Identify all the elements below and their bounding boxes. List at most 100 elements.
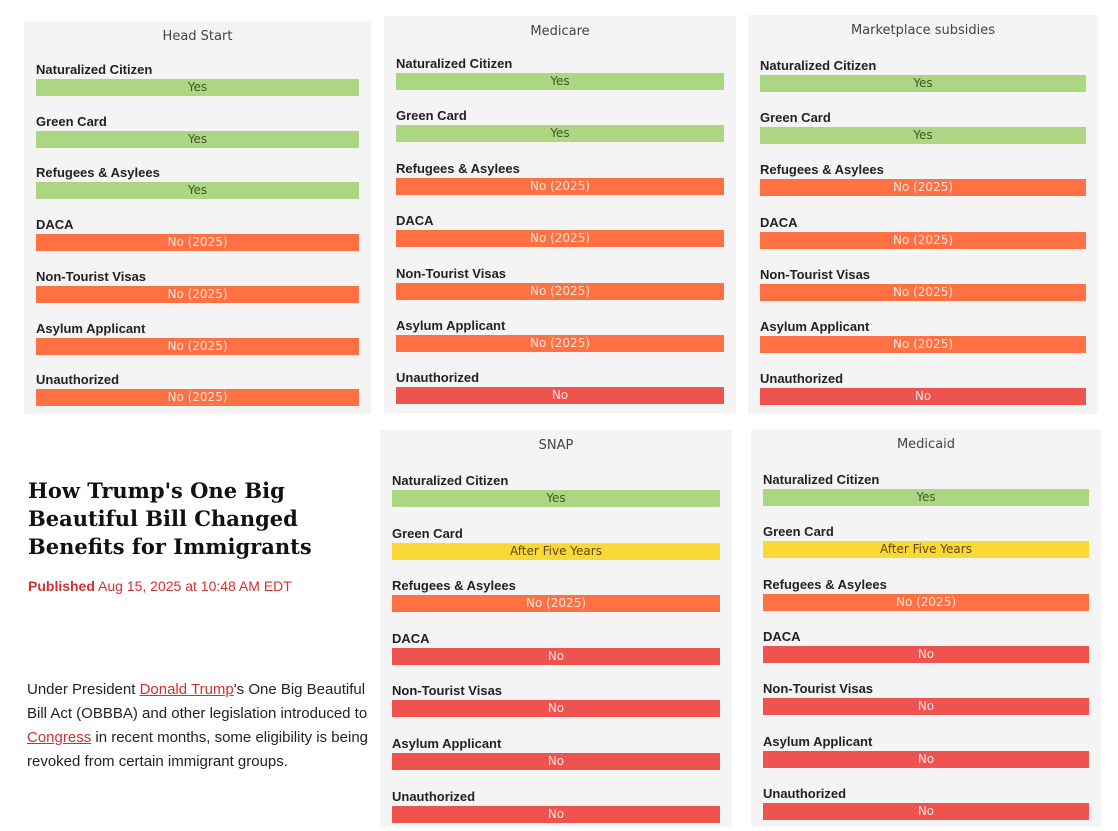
eligibility-row: DACA No (2025)	[396, 213, 724, 248]
eligibility-row: Non-Tourist Visas No (2025)	[36, 269, 359, 303]
eligibility-group-label: Refugees & Asylees	[763, 576, 887, 592]
eligibility-group-label: Unauthorized	[392, 788, 476, 804]
eligibility-row: Non-Tourist Visas No	[392, 683, 720, 718]
eligibility-status-bar: Yes	[763, 489, 1089, 506]
eligibility-row: Naturalized Citizen Yes	[392, 473, 720, 507]
eligibility-status-bar: No (2025)	[396, 282, 724, 300]
eligibility-row: Green Card Yes	[760, 110, 1086, 145]
eligibility-row: Non-Tourist Visas No (2025)	[396, 266, 724, 300]
eligibility-group-label: Naturalized Citizen	[760, 58, 877, 73]
panel-title: Marketplace subsidies	[850, 23, 996, 38]
eligibility-row: Green Card After Five Years	[392, 526, 720, 560]
eligibility-row: Green Card Yes	[396, 108, 724, 143]
panel-title: Medicare	[530, 24, 590, 39]
published-date: Aug 15, 2025 at 10:48 AM EDT	[98, 578, 292, 594]
eligibility-status-bar: No (2025)	[760, 231, 1086, 249]
eligibility-row: DACA No	[763, 629, 1089, 663]
eligibility-group-label: Green Card	[763, 524, 834, 540]
donald-trump-link[interactable]: Donald Trump	[139, 681, 234, 698]
eligibility-row: Naturalized Citizen Yes	[36, 62, 359, 96]
eligibility-status-bar: Yes	[392, 490, 720, 507]
published-label: Published	[28, 578, 95, 594]
congress-link[interactable]: Congress	[27, 729, 92, 746]
eligibility-status-bar: Yes	[396, 125, 724, 143]
eligibility-row: Refugees & Asylees Yes	[36, 165, 359, 200]
article-text-1: Under President	[27, 681, 140, 698]
eligibility-group-label: Non-Tourist Visas	[36, 268, 147, 284]
panel-head-start: Head Start Naturalized Citizen Yes Green C…	[24, 21, 371, 414]
eligibility-row: Refugees & Asylees No (2025)	[763, 577, 1089, 611]
eligibility-status-bar: After Five Years	[763, 541, 1089, 559]
eligibility-group-label: DACA	[763, 628, 801, 644]
eligibility-status-bar: No (2025)	[760, 283, 1086, 301]
eligibility-row: Refugees & Asylees No (2025)	[760, 162, 1086, 197]
eligibility-group-label: Green Card	[392, 525, 463, 541]
eligibility-group-label: Non-Tourist Visas	[396, 265, 507, 281]
eligibility-group-label: DACA	[36, 217, 74, 233]
eligibility-status-bar: Yes	[396, 73, 724, 90]
eligibility-status-bar: No	[763, 698, 1089, 716]
eligibility-group-label: Refugees & Asylees	[760, 162, 884, 178]
eligibility-row: Green Card After Five Years	[763, 524, 1089, 559]
eligibility-status-bar: No	[396, 387, 724, 405]
eligibility-group-label: DACA	[392, 630, 430, 646]
article-text-2: 's One Big Beautiful Bill Act (OBBBA) an…	[27, 681, 368, 722]
eligibility-row: Asylum Applicant No	[392, 736, 720, 770]
eligibility-row: Refugees & Asylees No (2025)	[396, 161, 724, 195]
eligibility-status-bar: No	[392, 647, 720, 665]
eligibility-status-bar: No	[763, 645, 1089, 663]
eligibility-row: DACA No	[392, 631, 720, 665]
eligibility-group-label: Green Card	[36, 113, 107, 129]
eligibility-row: Green Card Yes	[36, 114, 359, 148]
eligibility-status-bar: No (2025)	[763, 593, 1089, 611]
panel-medicaid: Medicaid Naturalized Citizen Yes Green Car…	[751, 429, 1101, 827]
panel-medicare: Medicare Naturalized Citizen Yes Green Car…	[384, 16, 736, 413]
eligibility-status-bar: Yes	[760, 127, 1086, 145]
panel-snap: SNAP Naturalized Citizen Yes Green Card Aft…	[380, 430, 732, 827]
eligibility-status-bar: No	[392, 805, 720, 823]
eligibility-status-bar: No (2025)	[396, 335, 724, 352]
eligibility-status-bar: No	[760, 388, 1086, 406]
eligibility-group-label: Asylum Applicant	[760, 319, 870, 334]
eligibility-row: Unauthorized No	[760, 371, 1086, 406]
eligibility-group-label: Unauthorized	[763, 785, 847, 801]
eligibility-row: DACA No (2025)	[760, 215, 1086, 249]
eligibility-group-label: Unauthorized	[396, 370, 480, 386]
eligibility-row: Unauthorized No	[396, 370, 724, 405]
article-body: Under President Donald Trump's One Big B…	[27, 678, 372, 774]
eligibility-group-label: Non-Tourist Visas	[763, 681, 874, 697]
eligibility-group-label: Asylum Applicant	[396, 318, 506, 333]
eligibility-group-label: Naturalized Citizen	[36, 62, 153, 77]
eligibility-group-label: Refugees & Asylees	[36, 165, 160, 181]
eligibility-status-bar: No	[392, 700, 720, 718]
eligibility-group-label: Green Card	[760, 110, 831, 126]
eligibility-group-label: Refugees & Asylees	[392, 578, 516, 594]
eligibility-group-label: Asylum Applicant	[763, 733, 873, 749]
eligibility-status-bar: After Five Years	[392, 542, 720, 560]
eligibility-status-bar: No (2025)	[396, 177, 724, 195]
eligibility-status-bar: Yes	[36, 79, 359, 96]
publish-info: Published Aug 15, 2025 at 10:48 AM EDT	[28, 578, 292, 594]
eligibility-row: DACA No (2025)	[36, 217, 359, 252]
eligibility-status-bar: No (2025)	[36, 337, 359, 355]
eligibility-group-label: Non-Tourist Visas	[760, 266, 871, 282]
eligibility-row: Naturalized Citizen Yes	[760, 58, 1086, 92]
panel-marketplace-subsidies: Marketplace subsidies Naturalized Citize…	[748, 15, 1098, 414]
eligibility-group-label: Green Card	[396, 108, 467, 124]
eligibility-row: Refugees & Asylees No (2025)	[392, 578, 720, 613]
panel-title: Head Start	[162, 29, 233, 44]
eligibility-row: Asylum Applicant No (2025)	[760, 319, 1086, 353]
eligibility-status-bar: No	[763, 802, 1089, 820]
eligibility-row: Non-Tourist Visas No	[763, 681, 1089, 716]
eligibility-row: Asylum Applicant No	[763, 734, 1089, 768]
eligibility-row: Unauthorized No	[763, 786, 1089, 820]
eligibility-group-label: Naturalized Citizen	[396, 56, 513, 71]
eligibility-group-label: Asylum Applicant	[36, 320, 146, 336]
eligibility-row: Naturalized Citizen Yes	[763, 472, 1089, 506]
eligibility-row: Non-Tourist Visas No (2025)	[760, 267, 1086, 301]
eligibility-status-bar: No	[763, 750, 1089, 768]
article-text-3: in recent months, some eligibility is be…	[27, 729, 368, 770]
panel-title: SNAP	[538, 438, 574, 453]
eligibility-group-label: Non-Tourist Visas	[392, 683, 503, 699]
eligibility-group-label: Naturalized Citizen	[392, 473, 509, 488]
